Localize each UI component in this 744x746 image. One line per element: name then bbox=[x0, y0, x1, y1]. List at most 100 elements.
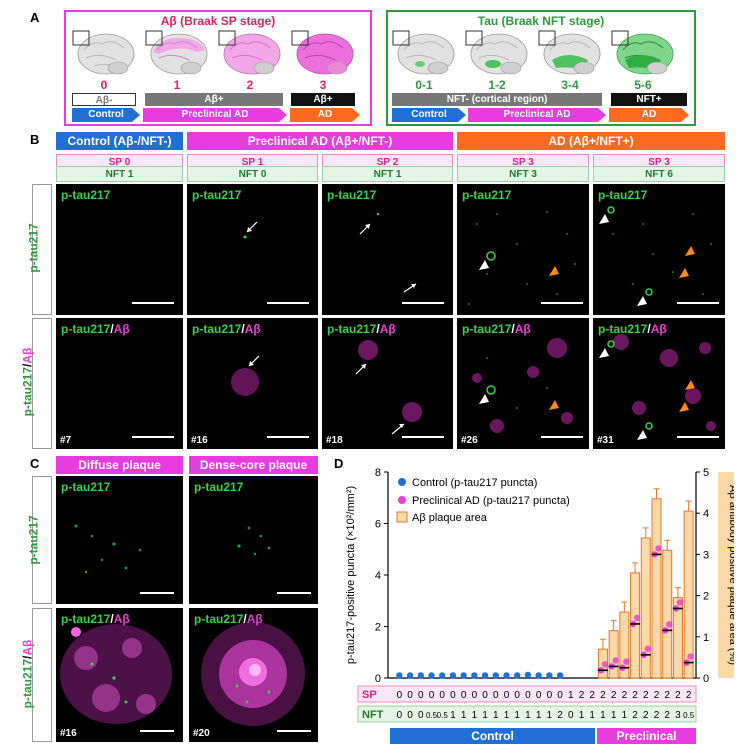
nft-row-label: NFT bbox=[362, 709, 384, 721]
micrograph-preclinical1-ptau217: p-tau217 bbox=[187, 184, 318, 315]
nft-value: 1 bbox=[611, 710, 617, 721]
micrograph-control-ptau217: p-tau217 bbox=[56, 184, 183, 315]
scale-bar bbox=[677, 302, 719, 304]
micrograph-densecore-merged: p-tau217/Aβ #20 bbox=[189, 608, 318, 742]
abeta-negative-bar: Aβ- bbox=[72, 93, 136, 106]
header-diffuse-plaque: Diffuse plaque bbox=[56, 456, 183, 474]
case-number: #31 bbox=[597, 435, 614, 446]
nft-value: 0 bbox=[568, 710, 574, 721]
row-label-c-ptau217-abeta: p-tau217/Aβ bbox=[20, 608, 52, 742]
nft-tag-2: NFT 0 bbox=[187, 166, 318, 182]
sp-value: 0 bbox=[557, 690, 563, 701]
micrograph-densecore-ptau217: p-tau217 bbox=[189, 476, 318, 604]
control-puncta-point bbox=[481, 672, 489, 679]
preclinical-puncta-point bbox=[612, 657, 619, 664]
nft-value: 0.5 bbox=[426, 711, 438, 720]
sp-row-bg bbox=[357, 685, 697, 703]
scale-bar bbox=[402, 302, 444, 304]
nft-value: 1 bbox=[622, 710, 628, 721]
tau-title: Tau (Braak NFT stage) bbox=[477, 14, 605, 28]
micrograph-preclinical2-merged: p-tau217/Aβ #18 bbox=[322, 318, 453, 449]
sp-value: 2 bbox=[686, 690, 692, 701]
control-puncta-point bbox=[503, 672, 510, 679]
nft-positive-bar: NFT+ bbox=[611, 93, 687, 106]
sp-stage-1: 1 bbox=[173, 78, 181, 92]
scale-bar bbox=[402, 436, 444, 438]
abeta-positive-bar-ad: Aβ+ bbox=[291, 93, 355, 106]
control-group-arrow-tau: Control bbox=[392, 108, 466, 122]
scale-bar bbox=[140, 730, 174, 732]
legend-control: Control (p-tau217 puncta) bbox=[412, 477, 537, 489]
control-puncta-point bbox=[460, 672, 467, 679]
micrograph-ad6-merged: p-tau217/Aβ #31 bbox=[593, 318, 725, 449]
plaque-area-bar bbox=[608, 630, 619, 679]
preclinical-group-arrow-tau: Preclinical AD bbox=[468, 108, 606, 122]
preclinical-puncta-point bbox=[601, 661, 609, 668]
sp-value: 0 bbox=[461, 690, 467, 701]
nft-value: 0 bbox=[418, 710, 424, 721]
micrograph-preclinical1-merged: p-tau217/Aβ #16 bbox=[187, 318, 318, 449]
control-puncta-point bbox=[428, 672, 435, 679]
row-label-c-ptau217: p-tau217 bbox=[27, 476, 52, 604]
brain-illustration-nft12 bbox=[465, 30, 528, 75]
nft-stage-0-1: 0-1 bbox=[415, 78, 433, 92]
nft-value: 1 bbox=[482, 710, 488, 721]
sp-value: 2 bbox=[600, 690, 606, 701]
abeta-title: Aβ (Braak SP stage) bbox=[160, 14, 276, 28]
y-tick-label: 2 bbox=[375, 622, 381, 634]
micrograph-preclinical2-ptau217: p-tau217 bbox=[322, 184, 453, 315]
micrograph-ad6-ptau217: p-tau217 bbox=[593, 184, 725, 315]
scale-bar bbox=[267, 436, 309, 438]
plaque-area-bar bbox=[662, 549, 673, 679]
brain-illustration-sp0 bbox=[72, 30, 135, 75]
sp-value: 0 bbox=[472, 690, 478, 701]
brain-illustration-nft56 bbox=[611, 30, 674, 75]
control-group-arrow: Control bbox=[72, 108, 140, 122]
abeta-stage-box bbox=[64, 10, 372, 126]
control-puncta-point bbox=[556, 672, 564, 679]
plaque-area-bar bbox=[651, 498, 662, 679]
sp-stage-0: 0 bbox=[100, 78, 108, 92]
sp-value: 2 bbox=[664, 690, 670, 701]
case-number: #16 bbox=[191, 435, 208, 446]
nft-value: 1 bbox=[579, 710, 585, 721]
y-tick-label: 0 bbox=[375, 673, 381, 685]
nft-value: 1 bbox=[450, 710, 456, 721]
y-tick-label: 4 bbox=[375, 570, 381, 582]
legend-plaque-marker bbox=[396, 511, 408, 523]
sp-value: 0 bbox=[525, 690, 531, 701]
scale-bar bbox=[541, 302, 583, 304]
nft-value: 1 bbox=[525, 710, 531, 721]
preclinical-group-bar bbox=[597, 728, 696, 744]
y2-axis-label: Aβ antibody positive plaque area (%) bbox=[727, 485, 734, 665]
nft-value: 1 bbox=[536, 710, 542, 721]
y-tick-label: 6 bbox=[375, 519, 381, 531]
sp-value: 2 bbox=[675, 690, 681, 701]
brain-illustration-sp2 bbox=[218, 30, 281, 75]
y-axis-label: p-tau217-positive puncta (×10²/mm²) bbox=[345, 486, 357, 664]
sp-value: 0 bbox=[397, 690, 403, 701]
nft-value: 2 bbox=[632, 710, 638, 721]
case-number: #7 bbox=[60, 435, 72, 446]
y-tick-label: 8 bbox=[375, 467, 381, 479]
brain-illustration-nft01 bbox=[392, 30, 455, 75]
nft-value: 2 bbox=[654, 710, 660, 721]
nft-value: 3 bbox=[675, 710, 681, 721]
nft-value: 2 bbox=[557, 710, 563, 721]
control-puncta-point bbox=[417, 672, 424, 679]
y2-tick-label: 5 bbox=[703, 467, 709, 479]
nft-value: 1 bbox=[461, 710, 467, 721]
sp-value: 0 bbox=[450, 690, 456, 701]
scale-bar bbox=[277, 730, 311, 732]
scale-bar bbox=[541, 436, 583, 438]
case-number: #26 bbox=[461, 435, 478, 446]
control-group-bar bbox=[390, 728, 596, 744]
preclinical-puncta-point bbox=[655, 545, 662, 552]
nft-value: 1 bbox=[589, 710, 595, 721]
preclinical-puncta-point bbox=[666, 621, 673, 628]
micrograph-diffuse-ptau217: p-tau217 bbox=[56, 476, 183, 604]
micrograph-control-merged: p-tau217/Aβ #7 bbox=[56, 318, 183, 449]
nft-value: 0.5 bbox=[683, 711, 695, 720]
plaque-area-bar bbox=[683, 510, 694, 679]
panel-letter-a: A bbox=[30, 10, 40, 25]
